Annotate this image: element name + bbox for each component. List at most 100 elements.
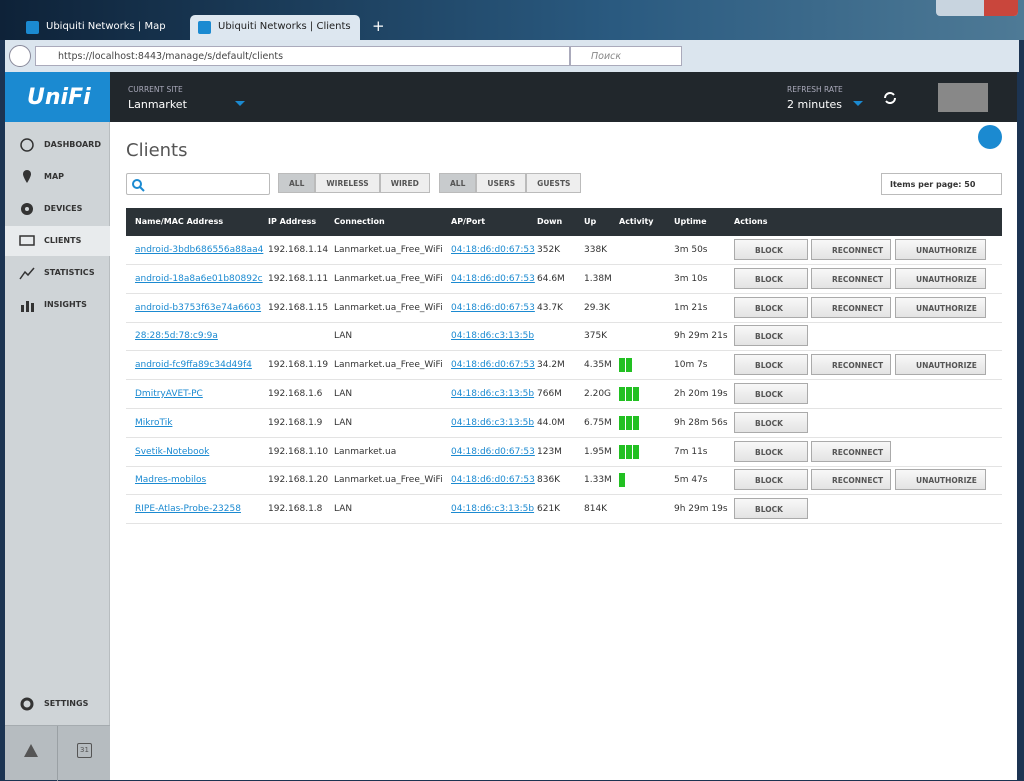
column-header[interactable]: AP/Port xyxy=(451,217,486,226)
action-button[interactable]: BLOCK xyxy=(734,440,808,462)
nav-link[interactable]: DASHBOARD xyxy=(5,130,110,160)
ap-link[interactable]: 04:18:d6:d0:67:53 xyxy=(451,446,535,457)
action-button[interactable]: UNAUTHORIZE xyxy=(895,469,986,491)
column-header[interactable]: Name/MAC Address xyxy=(135,217,224,226)
url-field[interactable]: https://localhost:8443/manage/s/default/… xyxy=(35,46,570,66)
events-icon[interactable]: 31 xyxy=(77,743,92,758)
ap-link[interactable]: 04:18:d6:c3:13:5b xyxy=(451,504,535,515)
action-button[interactable]: UNAUTHORIZE xyxy=(895,296,986,318)
user-avatar[interactable] xyxy=(938,83,988,112)
action-button[interactable]: RECONNECT xyxy=(811,469,891,491)
activity-bar xyxy=(626,358,632,373)
ip: 192.168.1.20 xyxy=(268,475,329,486)
up: 2.20G xyxy=(584,389,612,399)
name[interactable]: Madres-mobilos xyxy=(135,475,207,486)
connection: Lanmarket.ua_Free_WiFi xyxy=(334,245,443,255)
ap-link[interactable]: 04:18:d6:c3:13:5b xyxy=(451,417,535,428)
action-button[interactable]: UNAUTHORIZE xyxy=(895,267,986,289)
up: 1.95M xyxy=(584,446,612,457)
name[interactable]: Svetik-Notebook xyxy=(135,446,210,457)
ap-link[interactable]: 04:18:d6:c3:13:5b xyxy=(451,389,535,399)
action-button[interactable]: BLOCK xyxy=(734,411,808,433)
refresh-select[interactable]: 2 minutes xyxy=(787,98,863,111)
filter-button[interactable]: USERS xyxy=(476,173,527,193)
action-button[interactable]: BLOCK xyxy=(734,239,808,260)
name[interactable]: RIPE-Atlas-Probe-23258 xyxy=(135,504,241,515)
nav-link[interactable]: CLIENTS xyxy=(5,226,110,256)
name[interactable]: android-fc9ffa89c34d49f4 xyxy=(135,360,252,371)
nav-link[interactable]: INSIGHTS xyxy=(5,290,110,320)
filter-button[interactable]: WIRED xyxy=(379,173,430,193)
filter-button[interactable]: GUESTS xyxy=(526,173,582,193)
action-button[interactable]: BLOCK xyxy=(734,354,808,376)
up: 6.75M xyxy=(584,417,612,428)
back-button[interactable] xyxy=(9,45,31,67)
ip: 192.168.1.19 xyxy=(268,360,329,371)
ap-link[interactable]: 04:18:d6:d0:67:53 xyxy=(451,475,535,486)
app: UniFi CURRENT SITE Lanmarket REFRESH RAT… xyxy=(5,72,1017,781)
action-button[interactable]: BLOCK xyxy=(734,383,808,404)
name[interactable]: android-3bdb686556a88aa4 xyxy=(135,245,264,255)
name[interactable]: android-18a8a6e01b80892c xyxy=(135,273,263,284)
action-button[interactable]: BLOCK xyxy=(734,498,808,520)
action-button[interactable]: BLOCK xyxy=(734,325,808,347)
tab[interactable]: Ubiquiti Networks | Clients xyxy=(190,15,360,40)
action-button[interactable]: RECONNECT xyxy=(811,354,891,376)
search-field[interactable]: Поиск xyxy=(570,46,682,66)
action-button[interactable]: RECONNECT xyxy=(811,440,891,462)
widget-button[interactable] xyxy=(978,125,1002,149)
refresh-button[interactable] xyxy=(882,90,898,106)
ip: 192.168.1.6 xyxy=(268,389,323,399)
settings-link[interactable]: SETTINGS xyxy=(5,689,110,719)
ap-link[interactable]: 04:18:d6:d0:67:53 xyxy=(451,273,535,284)
connection: LAN xyxy=(334,389,353,399)
action-button[interactable]: RECONNECT xyxy=(811,296,891,318)
ap-link[interactable]: 04:18:d6:d0:67:53 xyxy=(451,245,535,255)
filter-button[interactable]: WIRELESS xyxy=(315,173,380,193)
connection: Lanmarket.ua_Free_WiFi xyxy=(334,302,443,313)
action-button[interactable]: RECONNECT xyxy=(811,267,891,289)
table-row: Svetik-Notebook 192.168.1.10 Lanmarket.ua 0… xyxy=(126,438,1002,467)
search-input[interactable] xyxy=(126,173,270,195)
action-button[interactable]: BLOCK xyxy=(734,296,808,318)
alerts-icon[interactable] xyxy=(24,744,38,757)
down: 34.2M xyxy=(537,360,565,371)
activity-bar xyxy=(619,473,625,488)
column-header[interactable]: Down xyxy=(537,217,563,226)
down: 766M xyxy=(537,389,562,399)
close-button[interactable] xyxy=(984,0,1018,16)
name[interactable]: android-b3753f63e74a6603 xyxy=(135,302,262,313)
up: 814K xyxy=(584,504,608,515)
ap-link[interactable]: 04:18:d6:c3:13:5b xyxy=(451,331,535,342)
column-header[interactable]: Connection xyxy=(334,217,385,226)
items-per-page[interactable]: Items per page: 50 xyxy=(881,173,1002,195)
new-tab[interactable]: + xyxy=(372,17,385,35)
logo[interactable]: UniFi xyxy=(5,72,110,122)
nav-link[interactable]: DEVICES xyxy=(5,194,110,224)
column-header[interactable]: Up xyxy=(584,217,597,226)
filter-button[interactable]: ALL xyxy=(278,173,316,193)
name[interactable]: DmitryAVET-PC xyxy=(135,389,203,399)
action-button[interactable]: BLOCK xyxy=(734,469,808,491)
nav-link[interactable]: STATISTICS xyxy=(5,258,110,288)
site-select[interactable]: Lanmarket xyxy=(128,98,245,111)
nav-link[interactable]: MAP xyxy=(5,162,110,192)
ap-link[interactable]: 04:18:d6:d0:67:53 xyxy=(451,360,535,371)
tab[interactable]: Ubiquiti Networks | Map xyxy=(18,15,188,40)
uptime: 9h 28m 56s xyxy=(674,417,728,428)
uptime: 5m 47s xyxy=(674,475,708,486)
name[interactable]: MikroTik xyxy=(135,417,173,428)
down: 621K xyxy=(537,504,561,515)
action-button[interactable]: UNAUTHORIZE xyxy=(895,239,986,260)
ip: 192.168.1.8 xyxy=(268,504,323,515)
column-header[interactable]: Uptime xyxy=(674,217,707,226)
filter-button[interactable]: ALL xyxy=(439,173,477,193)
action-button[interactable]: BLOCK xyxy=(734,267,808,289)
action-button[interactable]: RECONNECT xyxy=(811,239,891,260)
ap-link[interactable]: 04:18:d6:d0:67:53 xyxy=(451,302,535,313)
name[interactable]: 28:28:5d:78:c9:9a xyxy=(135,331,218,342)
column-header[interactable]: IP Address xyxy=(268,217,317,226)
nav-label: STATISTICS xyxy=(44,268,95,277)
action-button[interactable]: UNAUTHORIZE xyxy=(895,354,986,376)
